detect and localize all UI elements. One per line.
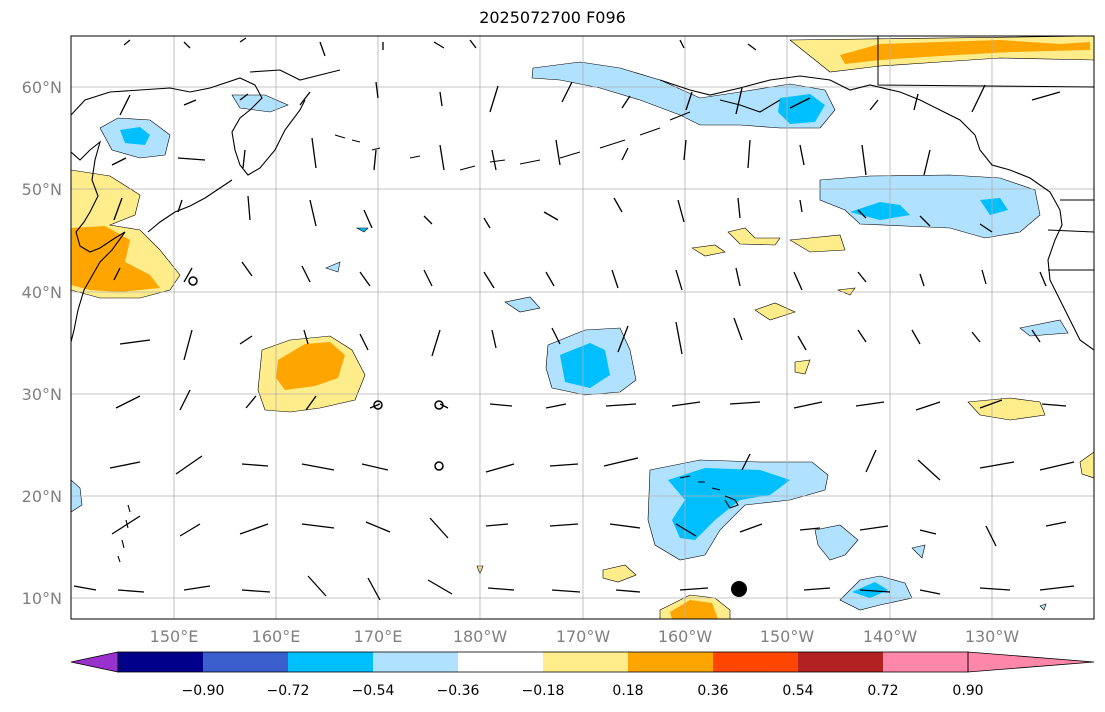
colorbar-tick-label: −0.72 <box>267 683 310 699</box>
colorbar-extend-max <box>967 651 1095 673</box>
colorbar-extend-min <box>70 651 119 673</box>
positive-anomaly-core <box>840 40 1090 64</box>
hawaii-islands <box>679 475 739 509</box>
calm-circle <box>373 400 383 410</box>
lon-label: 150°E <box>150 627 199 646</box>
wind-barbs <box>73 37 1075 601</box>
colorbar-tick-label: 0.36 <box>697 683 728 699</box>
lat-label: 60°N <box>22 78 62 97</box>
colorbar-tick-label: −0.18 <box>522 683 565 699</box>
colorbar-segment <box>543 652 628 672</box>
lon-label: 140°W <box>863 627 918 646</box>
lat-label: 10°N <box>22 589 62 608</box>
map-background <box>71 36 1094 619</box>
positive-anomaly-core <box>71 226 160 292</box>
calm-wind-circles <box>188 276 444 471</box>
map-title: 2025072700 F096 <box>479 8 626 27</box>
colorbar-tick-label: −0.90 <box>182 683 225 699</box>
lon-label: 160°W <box>658 627 713 646</box>
longitude-labels: 150°E 160°E 170°E 180°W 170°W 160°W 150°… <box>150 627 1020 646</box>
calm-circle <box>434 461 444 471</box>
colorbar-segment <box>118 652 203 672</box>
colorbar-tick-label: 0.54 <box>782 683 813 699</box>
lon-label: 170°W <box>556 627 611 646</box>
colorbar-tick-label: −0.54 <box>352 683 395 699</box>
gridlines <box>71 36 1094 619</box>
colorbar-segment <box>203 652 288 672</box>
latitude-labels: 60°N 50°N 40°N 30°N 20°N 10°N <box>22 78 62 608</box>
lon-label: 170°E <box>354 627 403 646</box>
calm-circle <box>188 276 198 286</box>
colorbar-segment <box>373 652 458 672</box>
aleutian-islands <box>334 111 691 171</box>
colorbar-segment <box>458 652 543 672</box>
colorbar-tick-label: 0.90 <box>952 683 983 699</box>
lon-label: 130°W <box>965 627 1020 646</box>
japan-coast <box>71 140 126 343</box>
colorbar-tick-label: 0.72 <box>867 683 898 699</box>
coastlines <box>71 36 1094 563</box>
negative-anomaly-region <box>819 174 1041 239</box>
colorbar-tick-label: −0.36 <box>437 683 480 699</box>
lat-label: 50°N <box>22 180 62 199</box>
lon-label: 160°E <box>252 627 301 646</box>
colorbar: −0.90 −0.72 −0.54 −0.36 −0.18 0.18 0.36 … <box>70 651 1095 699</box>
positive-anomaly-core <box>276 342 345 390</box>
colorbar-segment <box>713 652 798 672</box>
map-frame <box>70 35 1095 620</box>
storm-center-marker <box>731 581 747 597</box>
lat-label: 40°N <box>22 283 62 302</box>
colorbar-segment <box>288 652 373 672</box>
colorbar-tick-label: 0.18 <box>612 683 643 699</box>
calm-circle <box>434 400 444 410</box>
kamchatka-coast <box>71 77 306 176</box>
negative-anomaly-core <box>778 94 825 124</box>
lon-label: 150°W <box>760 627 815 646</box>
lon-label: 180°W <box>453 627 508 646</box>
lat-label: 20°N <box>22 487 62 506</box>
colorbar-segment <box>628 652 713 672</box>
colorbar-segment <box>798 652 883 672</box>
lat-label: 30°N <box>22 385 62 404</box>
colorbar-segment <box>883 652 968 672</box>
